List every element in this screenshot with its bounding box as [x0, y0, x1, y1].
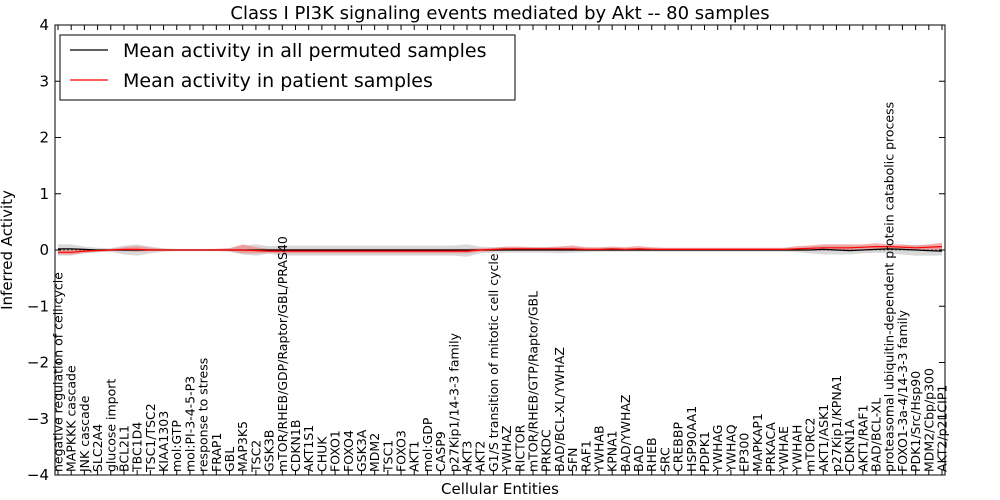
category-label: MAP3K5 — [235, 421, 250, 472]
legend-label-permuted: Mean activity in all permuted samples — [123, 40, 486, 62]
y-tick-label: −3 — [27, 410, 49, 428]
category-label: HSP90AA1 — [684, 406, 699, 472]
category-label: YWHAG — [710, 425, 725, 473]
category-label: CASP9 — [433, 431, 448, 472]
category-label: CHUK — [314, 436, 329, 472]
category-label: BAD/BCL-XL — [869, 398, 884, 472]
axis-ticks — [55, 24, 945, 476]
category-label: TBC1D4 — [130, 422, 145, 473]
y-tick-label: −4 — [27, 466, 49, 484]
y-tick-label: −2 — [27, 354, 49, 372]
category-label: EP300 — [737, 433, 752, 472]
category-label: mol:PI-3-4-5-P3 — [182, 376, 197, 472]
category-label: proteasomal ubiquitin-dependent protein … — [882, 102, 897, 472]
category-label: MAPKAP1 — [750, 413, 765, 472]
category-labels: negative regulation of cell cycleMAPKKK … — [51, 102, 950, 473]
legend-label-patient: Mean activity in patient samples — [123, 70, 433, 92]
category-label: p27Kip1/KPNA1 — [829, 375, 844, 472]
category-label: mol:GTP — [169, 420, 184, 472]
category-label: mol:GDP — [420, 417, 435, 472]
legend-box — [59, 34, 516, 101]
category-label: AKT1/ASK1 — [816, 404, 831, 472]
category-label: TSC2 — [248, 440, 263, 473]
category-label: AKT1S1 — [301, 425, 316, 472]
category-label: negative regulation of cell cycle — [51, 272, 66, 472]
category-label: p27Kip1/14-3-3 family — [446, 332, 461, 472]
category-label: SRC — [657, 447, 672, 472]
y-tick-label: −1 — [27, 297, 49, 315]
category-label: JNK cascade — [77, 395, 92, 473]
category-label: YWHAZ — [499, 425, 514, 473]
category-label: PDK1/Src/Hsp90 — [908, 371, 923, 472]
category-label: BAD/YWHAZ — [618, 395, 633, 472]
category-label: BAD/BCL-XL/YWHAZ — [552, 347, 567, 472]
y-tick-label: 3 — [39, 72, 49, 90]
category-label: response to stress — [196, 358, 211, 472]
y-axis-label: Inferred Activity — [0, 190, 16, 310]
category-label: BAD — [631, 445, 646, 472]
category-label: GSK3A — [354, 429, 369, 472]
category-label: AKT3 — [460, 441, 475, 472]
plot-frame — [54, 24, 946, 476]
category-label: FOXO3 — [394, 430, 409, 472]
category-label: AKT1 — [407, 441, 422, 472]
category-label: FOXO1 — [328, 430, 343, 472]
category-label: FOXO4 — [341, 430, 356, 472]
category-label: CDKN1B — [288, 420, 303, 472]
legend: Mean activity in all permuted samples Me… — [59, 34, 516, 101]
category-label: CREBBP — [671, 422, 686, 472]
category-label: mTOR/RHEB/GTP/Raptor/GBL — [526, 291, 541, 472]
patient-mean-line — [58, 246, 943, 253]
category-label: AKT2/p21CIP1 — [935, 385, 950, 472]
category-label: MAPKKK cascade — [64, 365, 79, 472]
category-label: RICTOR — [512, 424, 527, 472]
category-label: G1/S transition of mitotic cell cycle — [486, 253, 501, 472]
y-tick-label: 1 — [39, 185, 49, 203]
category-label: FRAP1 — [209, 433, 224, 472]
category-label: RAF1 — [578, 440, 593, 472]
chart-title: Class I PI3K signaling events mediated b… — [230, 3, 769, 24]
category-label: MDM2 — [367, 433, 382, 472]
series-lines — [58, 246, 943, 253]
category-label: mTOR/RHEB/GDP/Raptor/GBL/PRAS40 — [275, 236, 290, 472]
category-label: FOXO1-3a-4/14-3-3 family — [895, 309, 910, 472]
category-label: MDM2/Cbp/p300 — [921, 368, 936, 472]
category-label: AKT1/RAF1 — [855, 405, 870, 472]
category-label: AKT2 — [473, 441, 488, 472]
category-label: YWHAB — [592, 425, 607, 473]
y-tick-labels: −4 −3 −2 −1 0 1 2 3 4 — [27, 16, 49, 484]
category-label: TSC1 — [380, 440, 395, 473]
category-label: PDPK1 — [697, 431, 712, 472]
category-label: RHEB — [644, 437, 659, 472]
category-label: YWHAQ — [723, 424, 738, 473]
x-axis-label: Cellular Entities — [441, 480, 559, 498]
category-label: PRKDC — [539, 429, 554, 472]
category-label: SLC2A4 — [90, 424, 105, 472]
category-label: YWHAH — [789, 425, 804, 473]
category-label: TSC1/TSC2 — [143, 403, 158, 473]
category-label: CDKN1A — [842, 419, 857, 472]
category-label: SFN — [565, 448, 580, 472]
category-label: GBL — [222, 447, 237, 472]
y-tick-label: 4 — [39, 16, 49, 34]
y-tick-label: 0 — [39, 241, 49, 259]
category-label: GSK3B — [262, 430, 277, 472]
category-label: PRKACA — [763, 422, 778, 472]
category-label: BCL2L1 — [117, 425, 132, 472]
category-label: glucose import — [103, 379, 118, 472]
category-label: mTORC2 — [803, 418, 818, 472]
category-label: KIAA1303 — [156, 411, 171, 472]
y-tick-label: 2 — [39, 129, 49, 147]
category-label: KPNA1 — [605, 430, 620, 472]
category-label: YWHAE — [776, 426, 791, 473]
